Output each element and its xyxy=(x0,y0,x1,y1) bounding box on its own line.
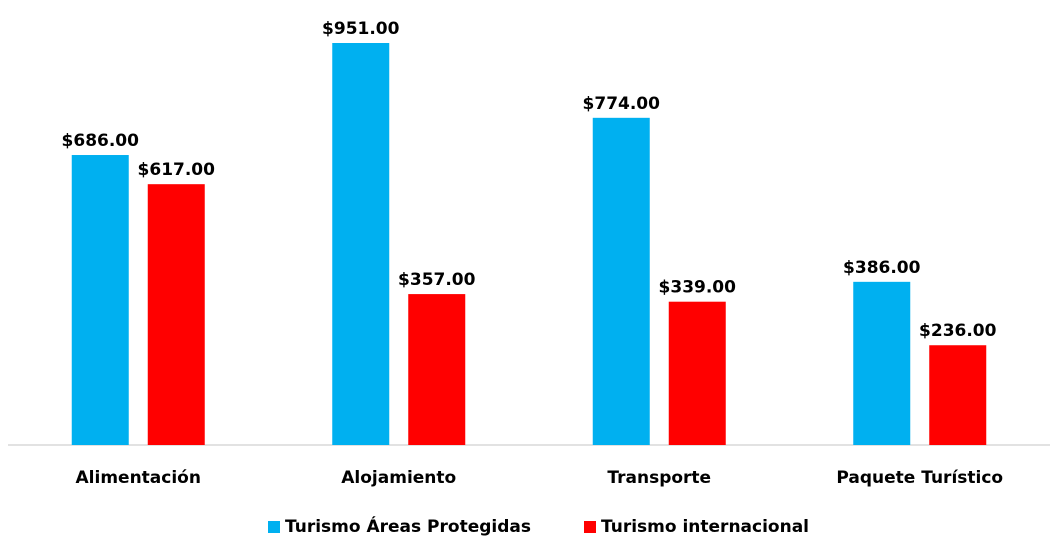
legend-label: Turismo Áreas Protegidas xyxy=(285,515,531,537)
bar xyxy=(592,117,650,445)
data-label: $617.00 xyxy=(138,160,216,180)
legend-label: Turismo internacional xyxy=(601,517,809,537)
x-tick-label: Transporte xyxy=(607,468,711,488)
bar xyxy=(668,301,726,445)
data-label: $357.00 xyxy=(398,270,476,290)
bar xyxy=(71,155,129,445)
bar xyxy=(147,184,205,445)
bar xyxy=(408,294,466,445)
data-label: $236.00 xyxy=(919,321,997,341)
bar xyxy=(929,345,987,445)
data-label: $386.00 xyxy=(843,258,921,278)
data-label: $951.00 xyxy=(322,19,400,39)
data-label: $339.00 xyxy=(659,278,737,298)
legend-swatch xyxy=(268,521,280,533)
bar xyxy=(853,281,911,445)
legend-swatch xyxy=(584,521,596,533)
data-label: $774.00 xyxy=(583,94,661,114)
x-tick-label: Alimentación xyxy=(76,468,201,488)
data-label: $686.00 xyxy=(62,131,140,151)
x-tick-label: Alojamiento xyxy=(341,468,456,488)
x-tick-label: Paquete Turístico xyxy=(836,468,1003,488)
bar xyxy=(332,43,390,445)
